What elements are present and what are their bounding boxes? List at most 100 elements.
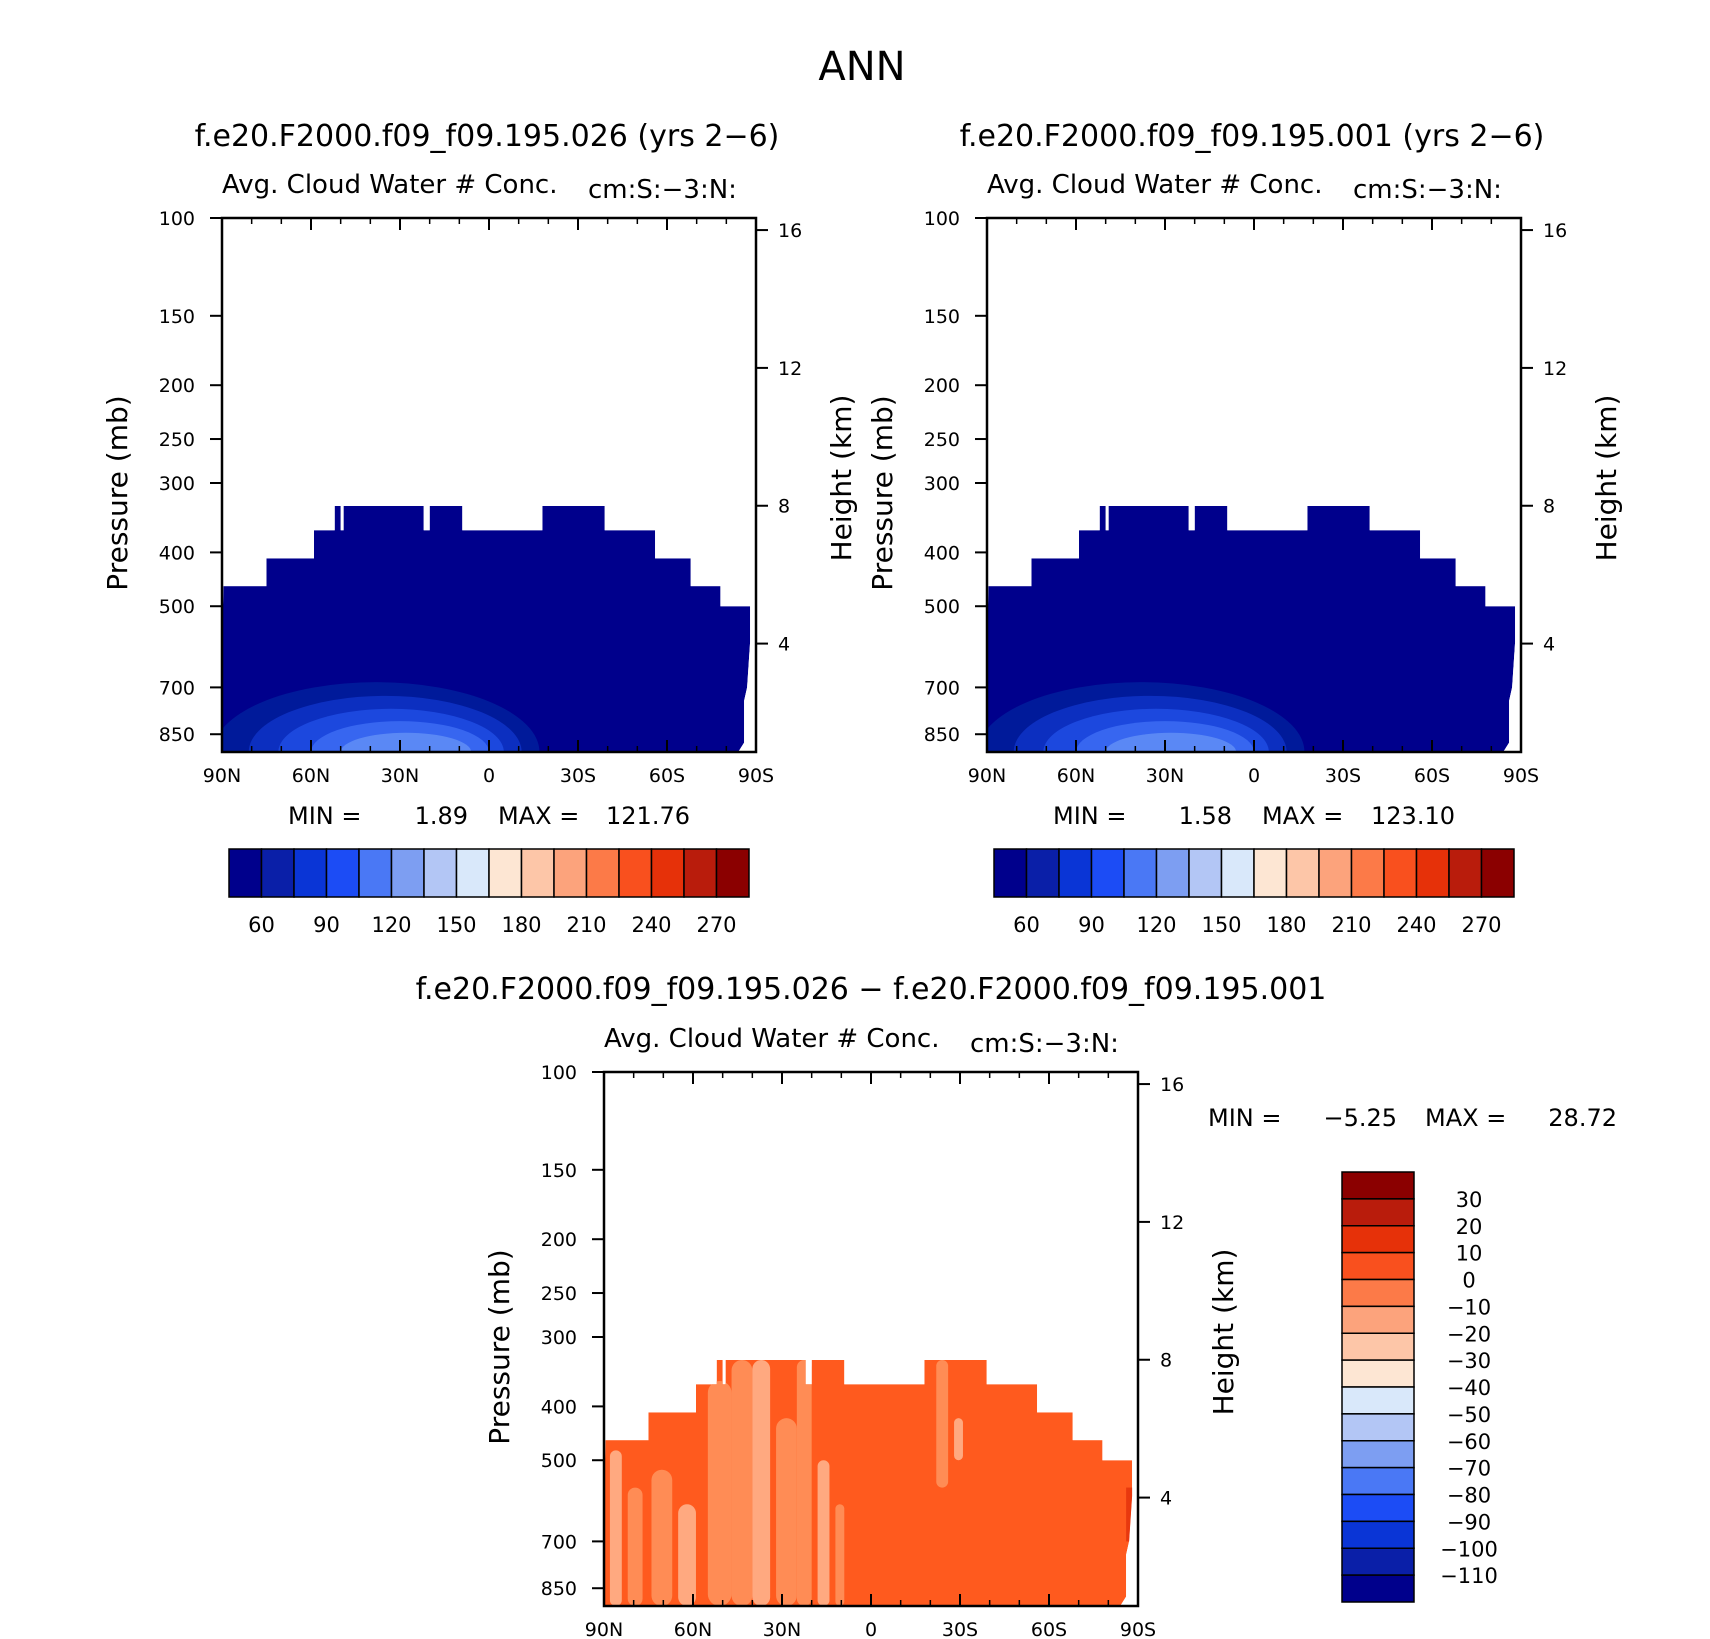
panel-title: f.e20.F2000.f09_f09.195.001 (yrs 2−6) <box>960 119 1545 154</box>
colorbar-tick-label: 240 <box>631 913 671 937</box>
x-tick-label: 90S <box>1503 765 1539 787</box>
colorbar-tick-label: 120 <box>1136 913 1176 937</box>
colorbar-swatch <box>585 848 620 898</box>
colorbar-swatch <box>1188 848 1223 898</box>
y-tick-label: 100 <box>541 1062 577 1084</box>
y2-tick-label: 12 <box>1543 358 1567 380</box>
panel-subtitle: Avg. Cloud Water # Conc. <box>222 170 558 200</box>
colorbar: 30 20 10 0−10 −20 −30 −40 −50 −60 −70 −80−90 −100 −1… <box>1341 1171 1498 1603</box>
colorbar-tick-label: 120 <box>371 913 411 937</box>
x-tick-label: 60N <box>1057 765 1095 787</box>
colorbar-swatch <box>1285 848 1320 898</box>
colorbar-swatch <box>1341 1493 1415 1523</box>
x-tick-label: 30S <box>1325 765 1361 787</box>
colorbar-tick-label: 60 <box>1013 913 1040 937</box>
colorbar-tick-label: −90 <box>1447 1510 1491 1534</box>
colorbar-swatch <box>1318 848 1353 898</box>
y2-tick-label: 16 <box>1543 220 1567 242</box>
x-tick-label: 30N <box>1146 765 1184 787</box>
y-tick-label: 700 <box>541 1531 577 1553</box>
colorbar: 60 90 120 150 180 210 240 270 <box>228 848 750 937</box>
contour-level <box>936 1360 949 1488</box>
colorbar-swatch <box>1383 848 1418 898</box>
colorbar-tick-label: −30 <box>1447 1349 1491 1373</box>
y2-axis-label: Height (km) <box>1207 1249 1240 1416</box>
y-tick-label: 250 <box>159 429 195 451</box>
contour-field <box>222 506 751 752</box>
y-tick-label: 250 <box>541 1283 577 1305</box>
x-tick-label: 60S <box>649 765 685 787</box>
colorbar-swatch <box>1480 848 1515 898</box>
x-tick-label: 0 <box>483 765 495 787</box>
colorbar-swatch <box>260 848 295 898</box>
y2-tick-label: 4 <box>1160 1488 1172 1510</box>
min-value: 1.58 <box>1179 802 1232 830</box>
y2-axis-label: Height (km) <box>1590 395 1623 562</box>
contour-level <box>817 1460 830 1606</box>
colorbar-tick-label: 150 <box>436 913 476 937</box>
colorbar-tick-label: 210 <box>566 913 606 937</box>
panel-title: f.e20.F2000.f09_f09.195.026 − f.e20.F200… <box>416 972 1327 1007</box>
y-tick-label: 850 <box>159 724 195 746</box>
y-tick-label: 200 <box>159 375 195 397</box>
y2-tick-label: 16 <box>778 220 802 242</box>
x-tick-label: 90N <box>968 765 1006 787</box>
colorbar-swatch <box>1341 1466 1415 1496</box>
colorbar-swatch <box>1341 1413 1415 1442</box>
colorbar-swatch <box>1448 848 1483 898</box>
colorbar-swatch <box>1090 848 1125 898</box>
contour-level <box>1126 1487 1133 1542</box>
min-label: MIN = <box>1208 1104 1281 1132</box>
colorbar-tick-label: 10 <box>1456 1242 1483 1266</box>
y-tick-label: 400 <box>541 1396 577 1418</box>
contour-level <box>707 1380 732 1606</box>
colorbar-swatch <box>1341 1359 1415 1388</box>
contour-level <box>835 1504 845 1606</box>
y2-tick-label: 4 <box>1543 634 1555 656</box>
contour-level <box>651 1469 673 1606</box>
contour-level <box>752 1360 771 1606</box>
colorbar-swatch <box>1220 848 1255 898</box>
y-tick-label: 200 <box>924 375 960 397</box>
colorbar-swatch <box>1341 1547 1415 1576</box>
contour-field <box>604 1360 1133 1606</box>
x-tick-label: 0 <box>1248 765 1260 787</box>
panel-bottom: f.e20.F2000.f09_f09.195.026 − f.e20.F200… <box>416 972 1617 1639</box>
contour-level <box>627 1487 643 1606</box>
max-value: 121.76 <box>606 802 690 830</box>
x-tick-label: 30N <box>763 1619 801 1639</box>
y-tick-label: 500 <box>924 596 960 618</box>
panel-title: f.e20.F2000.f09_f09.195.026 (yrs 2−6) <box>195 119 780 154</box>
y-tick-label: 200 <box>541 1229 577 1251</box>
colorbar-tick-label: 90 <box>1078 913 1105 937</box>
x-tick-label: 30N <box>381 765 419 787</box>
colorbar-tick-label: 270 <box>696 913 736 937</box>
colorbar-tick-label: 30 <box>1456 1188 1483 1212</box>
y-tick-label: 400 <box>924 542 960 564</box>
y-tick-label: 700 <box>924 677 960 699</box>
colorbar-swatch <box>228 848 263 898</box>
min-value: −5.25 <box>1323 1104 1397 1132</box>
x-tick-label: 60N <box>674 1619 712 1639</box>
contour-level <box>954 1418 963 1461</box>
y-tick-label: 100 <box>924 208 960 230</box>
colorbar-tick-label: 90 <box>313 913 340 937</box>
colorbar-swatch <box>358 848 393 898</box>
x-tick-label: 30S <box>560 765 596 787</box>
min-value: 1.89 <box>415 802 468 830</box>
y-tick-label: 150 <box>924 306 960 328</box>
y-axis-label: Pressure (mb) <box>101 395 134 590</box>
colorbar-swatch <box>1341 1251 1415 1281</box>
panel-subtitle: Avg. Cloud Water # Conc. <box>987 170 1323 200</box>
panel-units: cm:S:−3:N: <box>970 1029 1119 1059</box>
colorbar-swatch <box>1341 1198 1415 1227</box>
contour-level <box>340 732 472 752</box>
max-value: 123.10 <box>1371 802 1455 830</box>
colorbar-tick-label: −50 <box>1447 1403 1491 1427</box>
panel-units: cm:S:−3:N: <box>588 175 737 205</box>
y-tick-label: 100 <box>159 208 195 230</box>
colorbar-swatch <box>993 848 1028 898</box>
contour-level <box>796 1360 812 1606</box>
colorbar-tick-label: −20 <box>1447 1322 1491 1346</box>
